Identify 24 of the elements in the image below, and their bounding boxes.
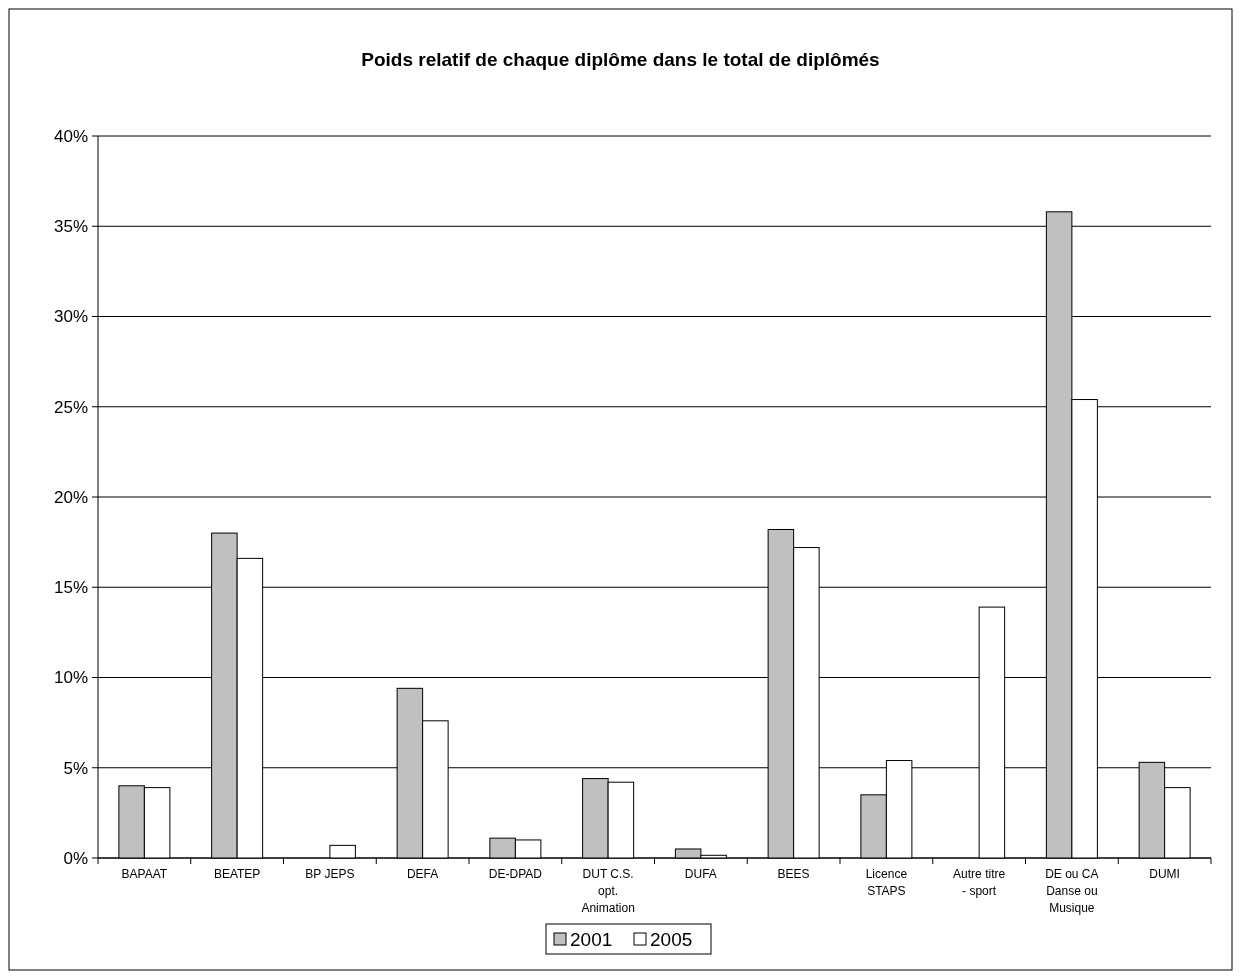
- y-tick-label: 25%: [53, 397, 88, 417]
- x-tick-label: BEES: [777, 867, 810, 881]
- x-tick-label: Licence STAPS: [865, 867, 908, 898]
- x-tick-label: DE ou CA Danse ou Musique: [1045, 867, 1099, 915]
- y-tick-label: 40%: [53, 126, 88, 146]
- legend-label: 2005: [650, 929, 693, 950]
- y-tick-label: 10%: [53, 668, 88, 688]
- y-tick-label: 15%: [53, 578, 88, 598]
- y-tick-label: 35%: [53, 217, 88, 237]
- x-tick-label: DE-DPAD: [488, 867, 543, 881]
- chart-title: Poids relatif de chaque diplôme dans le total de diplômés: [361, 49, 880, 70]
- x-tick-label: DUT C.S. opt. Animation: [581, 867, 635, 915]
- x-tick-label: BEATEP: [213, 867, 261, 881]
- x-tick-label: DEFA: [406, 867, 439, 881]
- x-tick-label: BP JEPS: [305, 867, 355, 881]
- y-tick-label: 30%: [53, 307, 88, 327]
- legend-label: 2001: [570, 929, 613, 950]
- y-tick-label: 5%: [63, 758, 88, 778]
- x-tick-label: BAPAAT: [121, 867, 168, 881]
- x-tick-label: DUMI: [1149, 867, 1180, 881]
- x-tick-label: DUFA: [684, 867, 717, 881]
- y-tick-label: 0%: [63, 848, 88, 868]
- y-tick-label: 20%: [53, 487, 88, 507]
- x-tick-label: Autre titre - sport: [953, 867, 1006, 898]
